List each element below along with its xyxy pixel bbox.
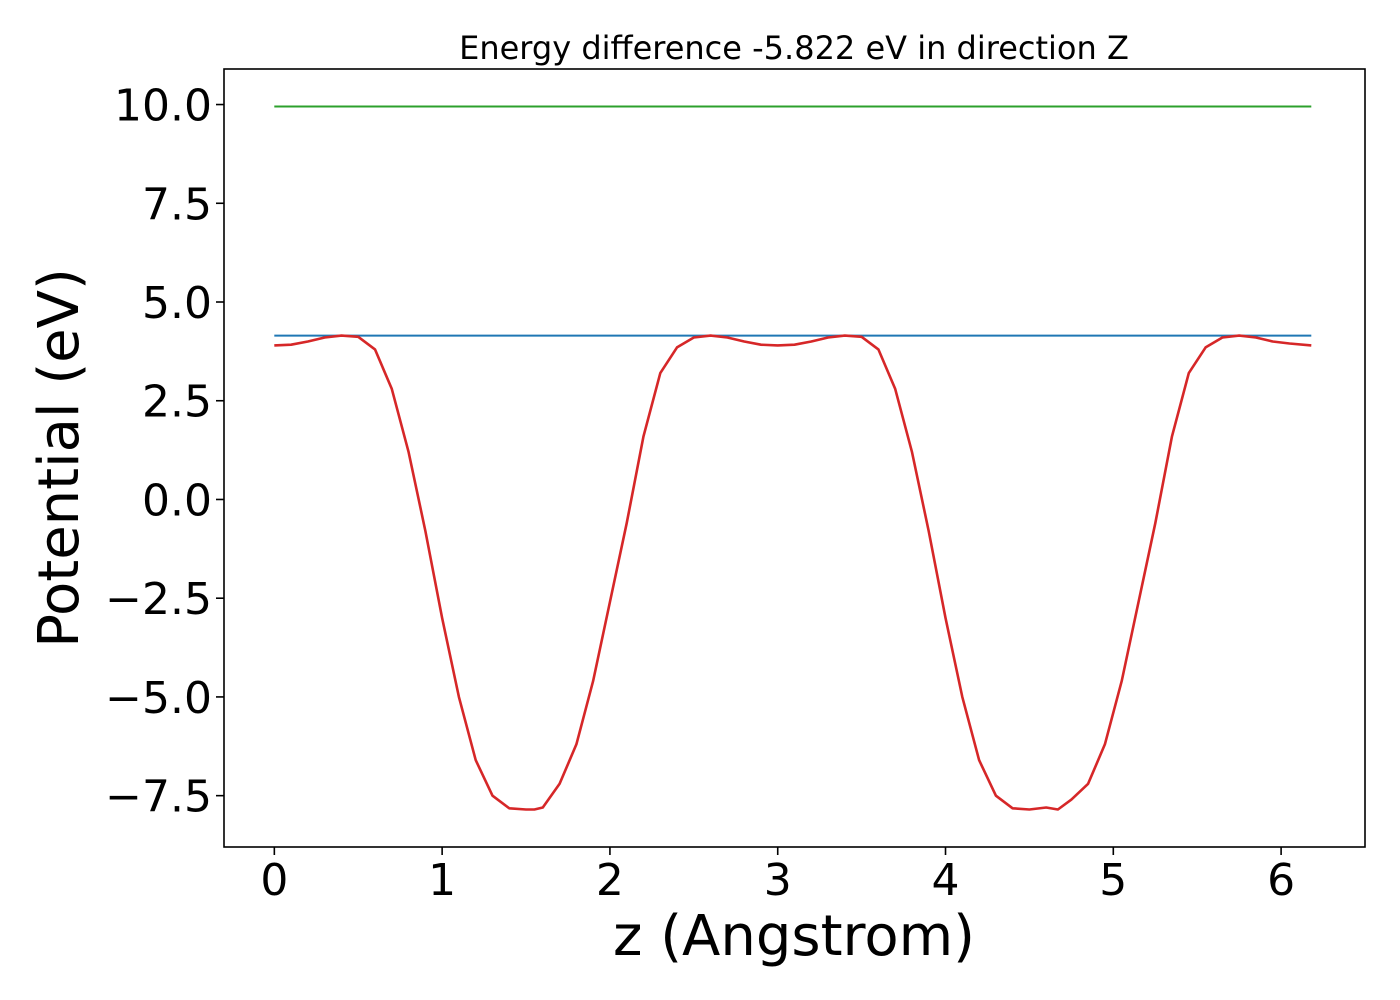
y-tick-label: 2.5 bbox=[142, 377, 212, 428]
x-tick-label: 0 bbox=[260, 855, 288, 906]
x-tick-label: 5 bbox=[1099, 855, 1127, 906]
chart-title: Energy difference -5.822 eV in direction… bbox=[459, 29, 1129, 67]
x-tick-label: 1 bbox=[428, 855, 456, 906]
y-tick-label: 0.0 bbox=[142, 475, 212, 526]
y-tick-label: 7.5 bbox=[142, 179, 212, 230]
plot-frame bbox=[223, 68, 1366, 848]
x-tick-label: 3 bbox=[764, 855, 792, 906]
y-axis-label: Potential (eV) bbox=[27, 268, 92, 648]
y-tick-label: −5.0 bbox=[105, 673, 212, 724]
x-axis-label: z (Angstrom) bbox=[613, 904, 975, 969]
x-axis: 0 1 2 3 4 5 6 bbox=[260, 847, 1295, 906]
y-tick-label: 10.0 bbox=[114, 81, 212, 132]
x-tick-label: 2 bbox=[596, 855, 624, 906]
plot-area bbox=[274, 105, 1312, 811]
y-tick-label: 5.0 bbox=[142, 278, 212, 329]
y-axis: −7.5 −5.0 −2.5 0.0 2.5 5.0 7.5 10.0 bbox=[105, 81, 224, 823]
y-tick-label: −2.5 bbox=[105, 574, 212, 625]
series-line-3 bbox=[274, 334, 1312, 811]
x-tick-label: 6 bbox=[1267, 855, 1295, 906]
x-tick-label: 4 bbox=[932, 855, 960, 906]
y-tick-label: −7.5 bbox=[105, 772, 212, 823]
